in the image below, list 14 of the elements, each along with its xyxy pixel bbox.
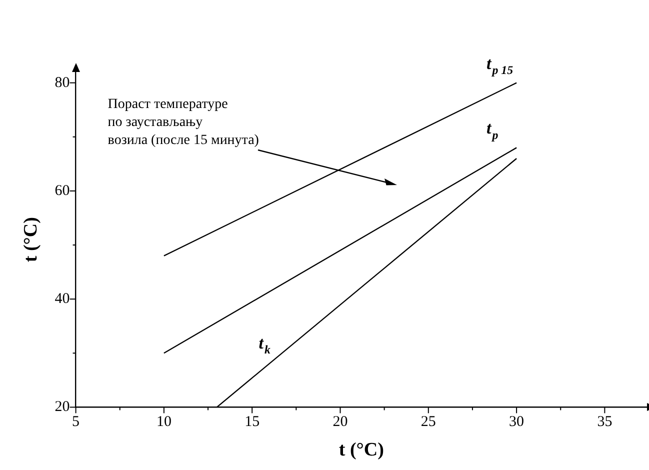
y-tick-label: 40 — [54, 291, 70, 308]
x-axis-title: t (°C) — [338, 440, 384, 461]
y-axis-title: t (°C) — [20, 217, 42, 262]
x-tick-label: 5 — [72, 414, 80, 430]
x-tick-label: 20 — [332, 414, 348, 430]
y-tick-label: 20 — [54, 399, 70, 416]
y-tick-label: 60 — [54, 182, 70, 199]
x-tick-label: 10 — [156, 414, 172, 430]
x-tick-label: 25 — [420, 414, 436, 430]
x-tick-label: 35 — [597, 414, 612, 430]
y-tick-label: 80 — [54, 74, 70, 91]
x-tick-label: 15 — [244, 414, 260, 430]
x-tick-label: 30 — [509, 414, 524, 430]
annotation: Пораст температуре по заустављању возила (после 15 минута) — [108, 97, 260, 148]
